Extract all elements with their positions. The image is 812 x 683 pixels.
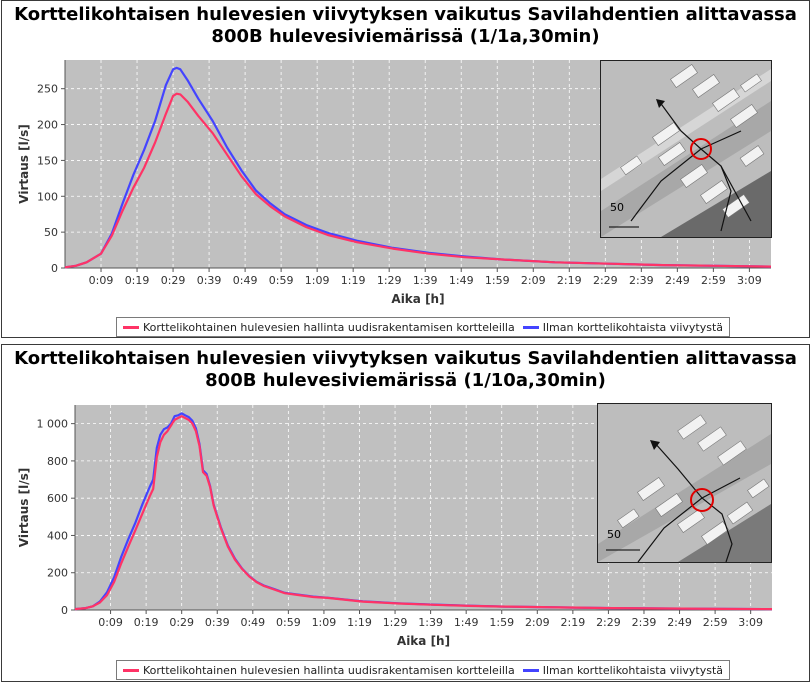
y-tick-label: 600 <box>47 492 68 505</box>
y-tick-label: 0 <box>51 262 58 275</box>
x-tick-label: 2:49 <box>665 274 690 287</box>
x-tick-label: 1:19 <box>347 616 372 629</box>
x-tick-label: 1:49 <box>449 274 474 287</box>
x-tick-label: 0:19 <box>125 274 150 287</box>
chart-title-line2: 800B hulevesiviemärissä (1/10a,30min) <box>205 370 606 391</box>
y-tick-label: 150 <box>37 154 58 167</box>
x-tick-label: 2:09 <box>521 274 546 287</box>
chart-panel-1yr: Korttelikohtaisen hulevesien viivytyksen… <box>1 0 810 338</box>
x-tick-label: 1:19 <box>341 274 366 287</box>
x-tick-label: 0:49 <box>233 274 258 287</box>
x-tick-label: 1:59 <box>489 616 514 629</box>
x-tick-label: 0:49 <box>240 616 265 629</box>
x-tick-label: 0:09 <box>89 274 114 287</box>
legend-label: Ilman korttelikohtaista viivytystä <box>542 320 724 334</box>
map-scale-label: 50 <box>610 201 624 214</box>
x-tick-label: 2:59 <box>701 274 726 287</box>
chart-title-line2: 800B hulevesiviemärissä (1/1a,30min) <box>211 26 600 47</box>
y-tick-label: 200 <box>47 567 68 580</box>
x-tick-label: 1:59 <box>485 274 510 287</box>
x-tick-label: 2:29 <box>593 274 618 287</box>
legend-label: Korttelikohtainen hulevesien hallinta uu… <box>143 663 515 677</box>
x-tick-label: 3:09 <box>737 274 762 287</box>
legend-swatch-blue <box>522 325 539 329</box>
x-tick-label: 1:09 <box>305 274 330 287</box>
x-tick-label: 1:09 <box>312 616 337 629</box>
map-image: 50 <box>601 61 771 237</box>
x-tick-label: 0:09 <box>98 616 123 629</box>
legend-item-with-delay: Korttelikohtainen hulevesien hallinta uu… <box>123 321 515 334</box>
map-scale-label: 50 <box>607 528 621 541</box>
x-tick-label: 3:09 <box>738 616 763 629</box>
y-axis-label: Virtaus [l/s] <box>17 468 31 547</box>
x-tick-label: 0:39 <box>205 616 230 629</box>
x-tick-label: 1:39 <box>418 616 443 629</box>
y-tick-label: 1 000 <box>37 418 69 431</box>
y-tick-label: 100 <box>37 190 58 203</box>
y-tick-label: 250 <box>37 83 58 96</box>
legend-item-with-delay: Korttelikohtainen hulevesien hallinta uu… <box>123 664 515 677</box>
x-tick-label: 2:39 <box>632 616 657 629</box>
x-tick-label: 0:29 <box>169 616 194 629</box>
chart-panel-10yr: Korttelikohtaisen hulevesien viivytyksen… <box>1 344 810 682</box>
x-tick-label: 2:39 <box>629 274 654 287</box>
legend-swatch-red <box>123 325 139 329</box>
series-line-with-delay <box>74 415 773 611</box>
y-tick-label: 800 <box>47 455 68 468</box>
y-tick-label: 400 <box>47 529 68 542</box>
chart-title-line1: Korttelikohtaisen hulevesien viivytyksen… <box>14 4 797 25</box>
x-tick-label: 2:19 <box>561 616 586 629</box>
x-tick-label: 1:39 <box>413 274 438 287</box>
x-axis-label: Aika [h] <box>397 634 450 648</box>
y-tick-label: 200 <box>37 119 58 132</box>
x-tick-label: 1:49 <box>454 616 479 629</box>
x-tick-label: 1:29 <box>383 616 408 629</box>
x-tick-label: 0:19 <box>134 616 159 629</box>
series-line-with-delay <box>64 92 772 269</box>
y-tick-label: 0 <box>61 604 68 617</box>
map-image: 50 <box>598 404 771 562</box>
x-tick-label: 0:39 <box>197 274 222 287</box>
chart-title-1yr: Korttelikohtaisen hulevesien viivytyksen… <box>2 4 809 48</box>
x-tick-label: 2:59 <box>703 616 728 629</box>
legend-swatch-red <box>123 668 139 672</box>
y-tick-label: 50 <box>44 226 58 239</box>
x-tick-label: 0:59 <box>269 274 294 287</box>
x-axis-label: Aika [h] <box>391 292 444 306</box>
legend-label: Ilman korttelikohtaista viivytystä <box>542 663 724 677</box>
location-map-inset: 50 <box>600 60 772 238</box>
x-tick-label: 2:19 <box>557 274 582 287</box>
legend-label: Korttelikohtainen hulevesien hallinta uu… <box>143 320 515 334</box>
x-tick-label: 2:09 <box>525 616 550 629</box>
x-tick-label: 2:49 <box>667 616 692 629</box>
chart-legend-1yr: Korttelikohtainen hulevesien hallinta uu… <box>116 317 731 337</box>
x-tick-label: 2:29 <box>596 616 621 629</box>
location-map-inset: 50 <box>597 403 772 563</box>
legend-item-without-delay: Ilman korttelikohtaista viivytystä <box>522 663 724 677</box>
legend-item-without-delay: Ilman korttelikohtaista viivytystä <box>522 320 724 334</box>
legend-swatch-blue <box>522 668 539 672</box>
chart-title-line1: Korttelikohtaisen hulevesien viivytyksen… <box>14 348 797 369</box>
x-tick-label: 0:29 <box>161 274 186 287</box>
y-axis-label: Virtaus [l/s] <box>17 124 31 203</box>
chart-title-10yr: Korttelikohtaisen hulevesien viivytyksen… <box>2 348 809 392</box>
chart-legend-10yr: Korttelikohtainen hulevesien hallinta uu… <box>116 660 731 680</box>
x-tick-label: 1:29 <box>377 274 402 287</box>
x-tick-label: 0:59 <box>276 616 301 629</box>
